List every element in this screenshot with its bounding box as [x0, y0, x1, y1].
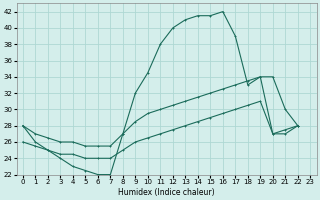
X-axis label: Humidex (Indice chaleur): Humidex (Indice chaleur)	[118, 188, 215, 197]
